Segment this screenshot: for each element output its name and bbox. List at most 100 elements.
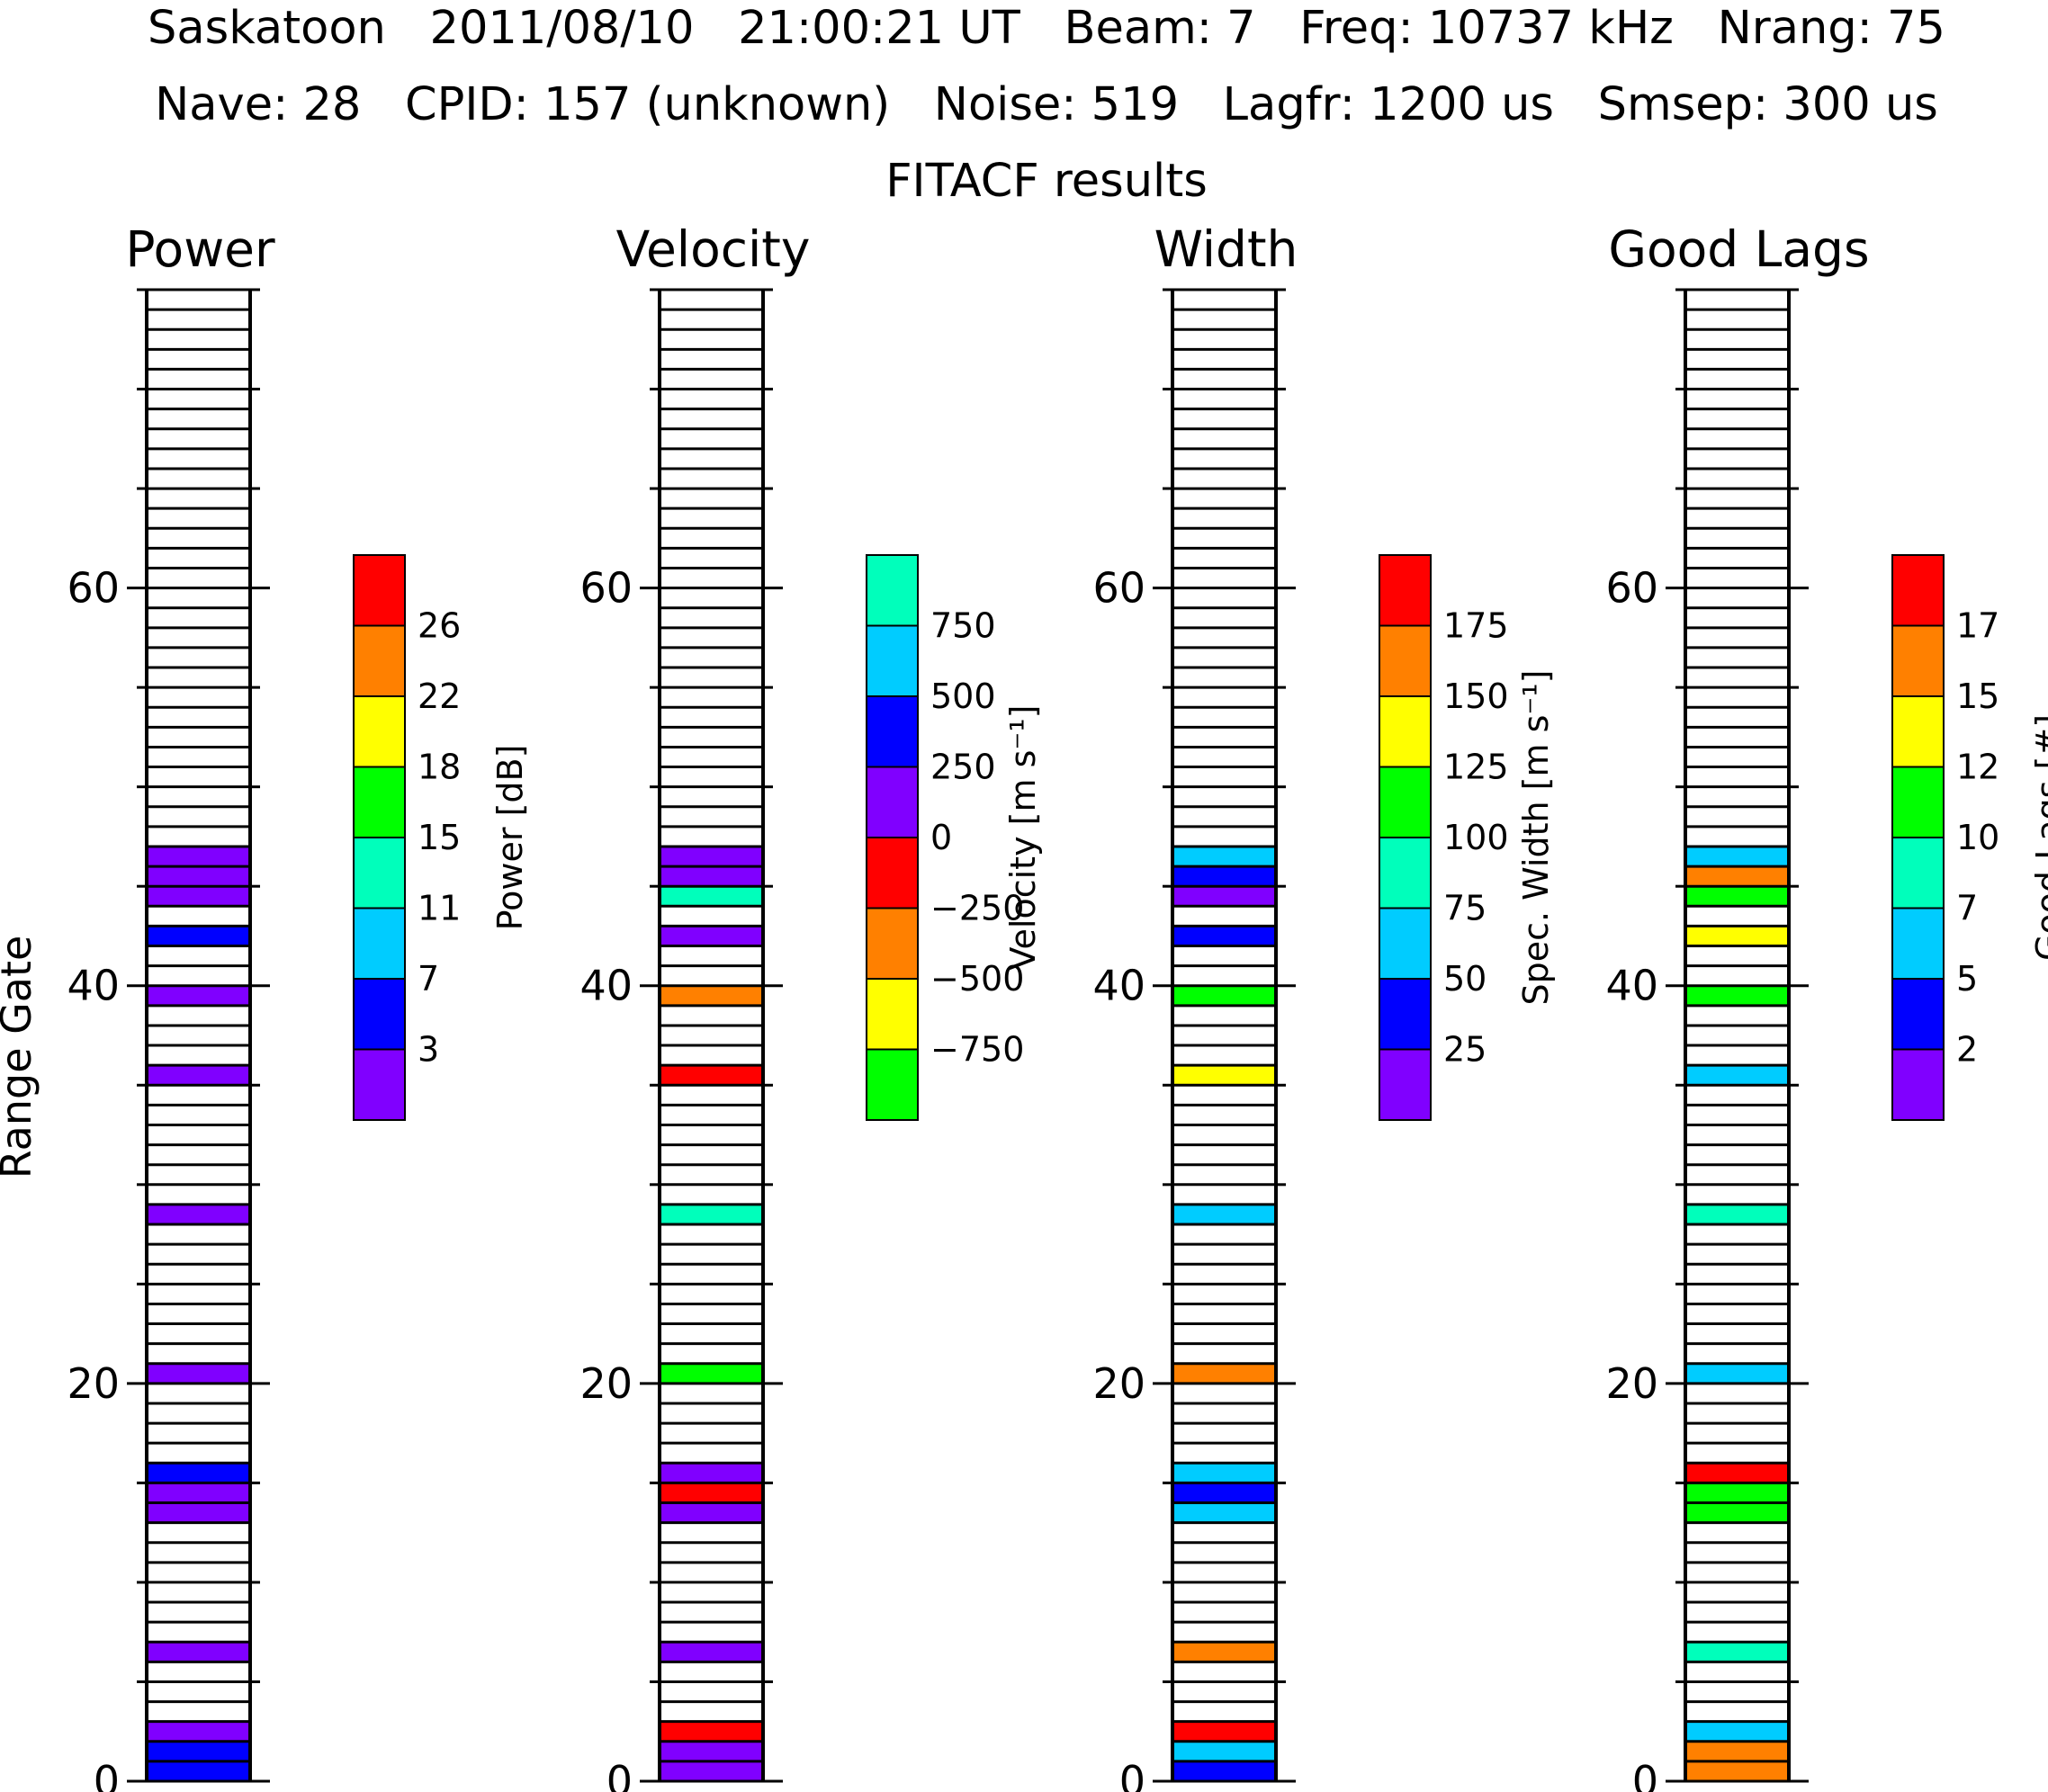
range-gate-cell xyxy=(1685,1065,1789,1086)
colorbar-tick-label: 50 xyxy=(1443,959,1487,999)
colorbar-segment xyxy=(1891,907,1945,980)
y-axis-label: Range Gate xyxy=(0,936,40,1179)
colorbar-segment xyxy=(353,1048,406,1121)
colorbar-segment xyxy=(1891,978,1945,1051)
colorbar-segment xyxy=(1891,1048,1945,1121)
colorbar-segment xyxy=(866,695,919,768)
range-gate-cell xyxy=(1172,926,1276,946)
panel-good-lags: Good Lags 0 20 40 60 2 5 7 10 12 15 17 Good Lags [#] xyxy=(1605,220,2048,1792)
range-gate-cell xyxy=(147,886,250,907)
range-gate-cell xyxy=(147,1065,250,1086)
colorbar-tick-label: 500 xyxy=(930,676,996,716)
colorbar-segment xyxy=(1891,624,1945,697)
colorbar-tick-label: 7 xyxy=(1956,889,1978,928)
range-gate-cell xyxy=(1172,1363,1276,1384)
colorbar-segment xyxy=(1379,1048,1432,1121)
colorbar-segment xyxy=(866,837,919,909)
colorbar-segment xyxy=(353,766,406,838)
y-tick-label: 40 xyxy=(1605,962,1658,1010)
range-gate-cell xyxy=(147,1363,250,1384)
range-gate-cell xyxy=(1172,1065,1276,1086)
colorbar-segment xyxy=(866,1048,919,1121)
colorbar-segment xyxy=(866,766,919,838)
range-gate-cell xyxy=(1685,1204,1789,1225)
colorbar-tick-label: 15 xyxy=(1956,676,1999,716)
colorbar-segment xyxy=(1379,837,1432,909)
colorbar-segment xyxy=(866,978,919,1051)
range-gate-cell xyxy=(147,985,250,1006)
colorbar-tick-label: 10 xyxy=(1956,818,1999,857)
range-gate-cell xyxy=(1685,1463,1789,1483)
colorbar-tick-label: 25 xyxy=(1443,1030,1487,1070)
range-gate-cell xyxy=(147,1721,250,1742)
colorbar-segment xyxy=(1891,837,1945,909)
colorbar-tick-label: 250 xyxy=(930,748,996,787)
range-gate-cell xyxy=(1685,886,1789,907)
y-tick-label: 60 xyxy=(1092,564,1145,613)
y-tick-label: 60 xyxy=(579,564,633,613)
panel-title: Width xyxy=(1154,220,1298,278)
range-gate-cell xyxy=(1685,1642,1789,1662)
colorbar-tick-label: −250 xyxy=(930,889,1024,928)
colorbar-segment xyxy=(1891,766,1945,838)
range-gate-cell xyxy=(1172,1483,1276,1503)
y-tick-label: 20 xyxy=(67,1359,120,1408)
colorbar-segment xyxy=(1379,624,1432,697)
y-tick-label: 20 xyxy=(1092,1359,1145,1408)
range-gate-cell xyxy=(147,1741,250,1761)
range-gate-cell xyxy=(1685,1721,1789,1742)
range-gate-cell xyxy=(1172,1721,1276,1742)
colorbar-tick-label: 2 xyxy=(1956,1030,1978,1070)
y-tick-label: 20 xyxy=(579,1359,633,1408)
colorbar-segment xyxy=(353,978,406,1051)
range-gate-cell xyxy=(1172,1642,1276,1662)
colorbar-segment xyxy=(1379,907,1432,980)
colorbar-segment xyxy=(353,695,406,768)
colorbar-tick-label: 5 xyxy=(1956,959,1978,999)
colorbar-segment xyxy=(866,907,919,980)
range-gate-cell xyxy=(1685,985,1789,1006)
y-tick-label: 60 xyxy=(67,564,120,613)
range-gate-cell xyxy=(147,1204,250,1225)
range-gate-cell xyxy=(660,1721,763,1742)
colorbar-segment xyxy=(353,624,406,697)
colorbar-segment xyxy=(1379,554,1432,627)
y-tick-label: 40 xyxy=(579,962,633,1010)
colorbar-tick-label: 175 xyxy=(1443,606,1509,646)
range-gate-cell xyxy=(1685,846,1789,867)
y-tick-label: 0 xyxy=(1119,1757,1145,1792)
range-gate-cell xyxy=(1172,1761,1276,1781)
range-gate-cell xyxy=(660,846,763,867)
range-gate-cell xyxy=(660,886,763,907)
range-gate-cell xyxy=(1685,866,1789,887)
range-gate-cell xyxy=(660,1642,763,1662)
range-gate-cell xyxy=(147,926,250,946)
range-gate-cell xyxy=(660,1502,763,1523)
range-gate-cell xyxy=(660,1483,763,1503)
colorbar-tick-label: 150 xyxy=(1443,676,1509,716)
colorbar-tick-label: 18 xyxy=(418,748,461,787)
range-gate-cell xyxy=(660,1741,763,1761)
colorbar-tick-label: 11 xyxy=(418,889,461,928)
range-gate-cell xyxy=(660,1363,763,1384)
y-tick-label: 40 xyxy=(1092,962,1145,1010)
colorbar-segment xyxy=(353,907,406,980)
colorbar-tick-label: 12 xyxy=(1956,748,1999,787)
range-gate-cell xyxy=(1172,846,1276,867)
range-gate-cell xyxy=(1685,1761,1789,1781)
range-gate-cell xyxy=(1685,1502,1789,1523)
panel-power: Power 0 20 40 60 3 7 11 15 18 22 26 Power [dB] xyxy=(67,220,530,1792)
range-gate-cell xyxy=(660,1463,763,1483)
colorbar-tick-label: 125 xyxy=(1443,748,1509,787)
colorbar-segment xyxy=(1379,695,1432,768)
header-line3: FITACF results xyxy=(885,155,1208,208)
range-gate-cell xyxy=(1172,866,1276,887)
colorbar-tick-label: 750 xyxy=(930,606,996,646)
colorbar-segment xyxy=(353,554,406,627)
colorbar-segment xyxy=(1379,766,1432,838)
range-gate-cell xyxy=(147,1761,250,1781)
colorbar-segment xyxy=(1891,695,1945,768)
